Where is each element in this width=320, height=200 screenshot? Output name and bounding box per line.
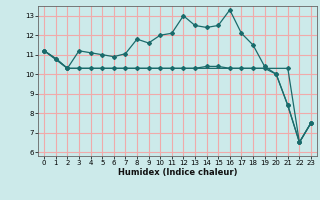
X-axis label: Humidex (Indice chaleur): Humidex (Indice chaleur) <box>118 168 237 177</box>
